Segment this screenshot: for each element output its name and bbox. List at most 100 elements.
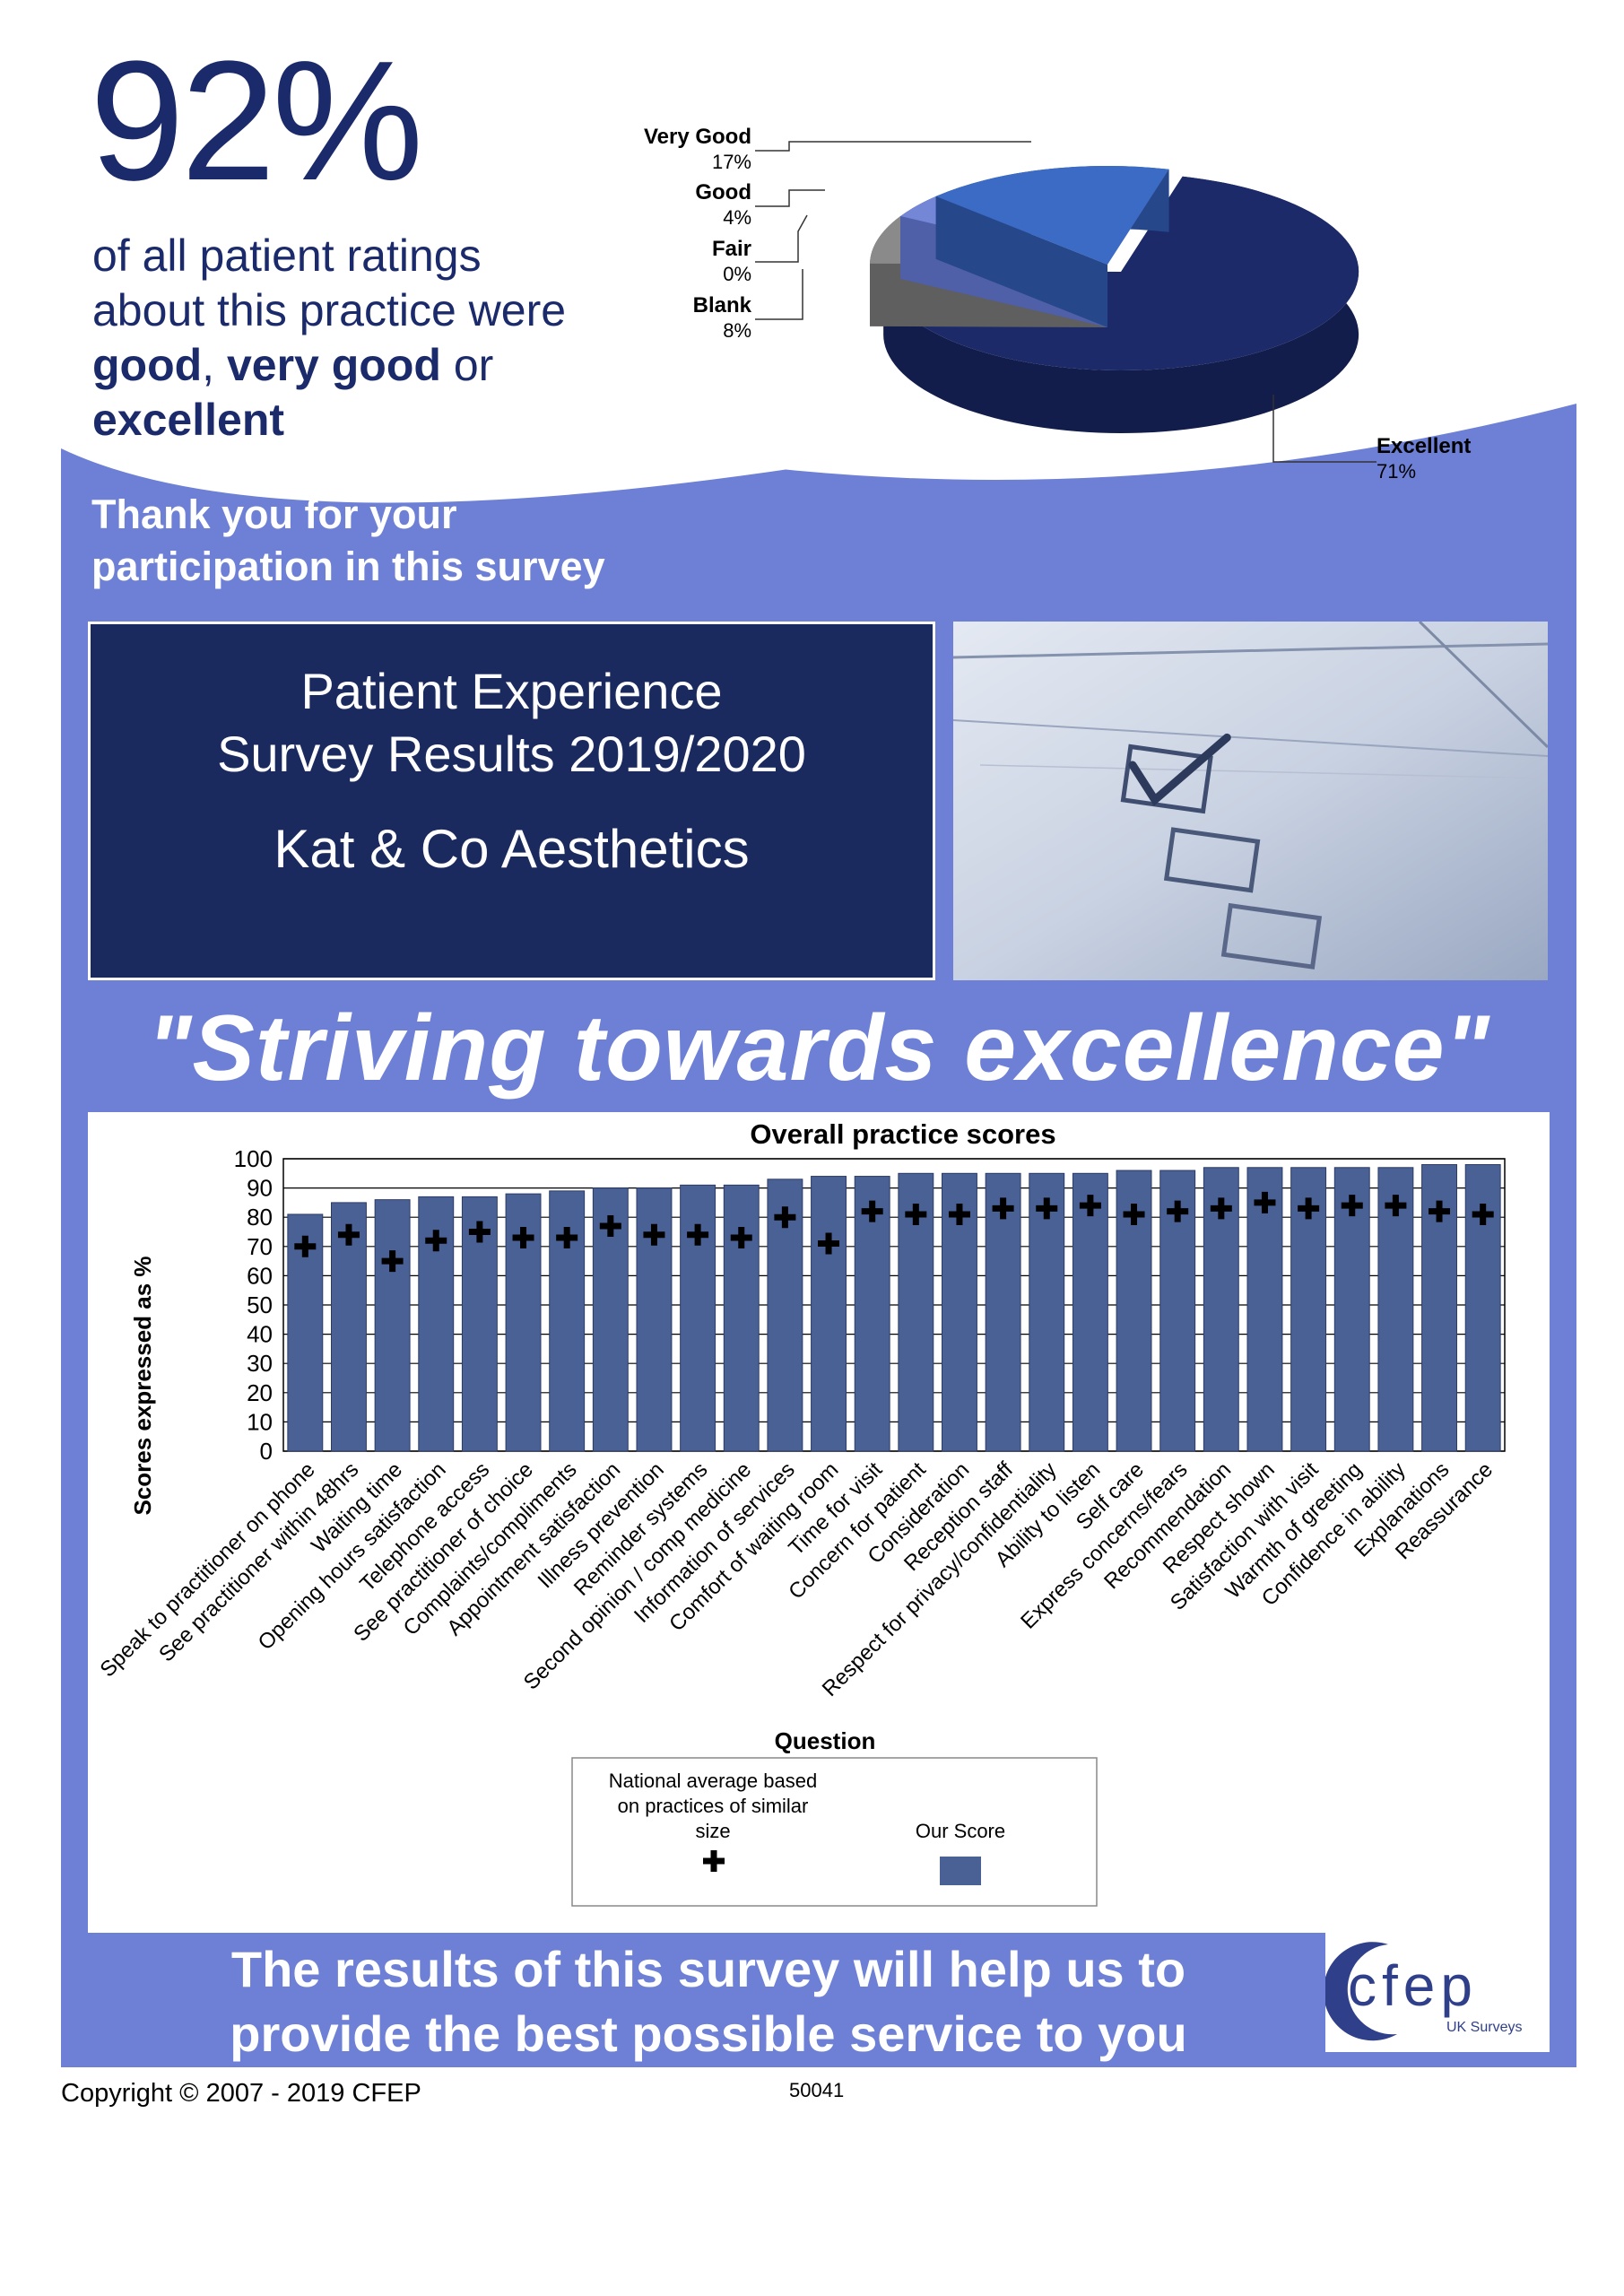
national-average-marker — [599, 1214, 621, 1237]
x-axis-label: Question — [775, 1727, 876, 1754]
national-average-marker — [1079, 1195, 1101, 1217]
y-tick-label: 0 — [260, 1438, 273, 1465]
y-tick-label: 40 — [247, 1321, 273, 1348]
y-tick-label: 70 — [247, 1233, 273, 1260]
pie-slice-very-good — [935, 165, 1169, 265]
national-average-marker — [643, 1223, 665, 1246]
national-average-marker — [381, 1250, 404, 1273]
national-average-marker — [425, 1230, 447, 1252]
pie-pct-label: 8% — [723, 319, 751, 342]
national-average-marker — [512, 1227, 534, 1249]
thanks-message: Thank you for your participation in this… — [91, 489, 809, 593]
pie-pct-label: 71% — [1376, 460, 1416, 483]
bar-our-score — [811, 1176, 847, 1452]
legend-box — [571, 1757, 1098, 1907]
national-average-marker — [1036, 1197, 1058, 1220]
pie-leader-line — [755, 189, 825, 207]
bar-our-score — [985, 1172, 1021, 1452]
headline-comma: , — [202, 340, 227, 390]
slogan: "Striving towards excellence" — [147, 996, 1490, 1100]
national-average-marker — [1298, 1197, 1320, 1220]
legend-national-label: National average based — [609, 1770, 817, 1792]
pie-label: Blank — [693, 293, 752, 317]
pie-slice-wall — [935, 196, 1107, 327]
pie-label: Very Good — [644, 125, 751, 149]
practice-name: Kat & Co Aesthetics — [274, 819, 750, 879]
pie-leader-line — [1272, 395, 1376, 463]
headline-percent: 92% — [90, 26, 423, 216]
y-tick-label: 60 — [247, 1262, 273, 1289]
chart-title: Overall practice scores — [750, 1118, 1055, 1150]
legend-cross-icon — [703, 1850, 725, 1872]
national-average-marker — [1254, 1191, 1276, 1213]
y-tick-label: 100 — [234, 1145, 273, 1172]
national-average-marker — [337, 1223, 360, 1246]
footer-message: The results of this survey will help us … — [81, 1937, 1336, 2066]
national-average-marker — [1210, 1197, 1232, 1220]
national-average-marker — [687, 1223, 709, 1246]
bar-our-score — [1246, 1167, 1283, 1452]
national-average-marker — [730, 1227, 752, 1249]
bar-our-score — [1072, 1172, 1108, 1452]
national-average-marker — [861, 1200, 883, 1222]
pie-leader-line — [755, 141, 1031, 152]
cfep-logo: cfep UK Surveys — [1323, 1926, 1550, 2052]
bar-our-score — [1421, 1164, 1457, 1452]
chart-legend: National average based on practices of si… — [571, 1757, 1098, 1907]
y-tick-label: 30 — [247, 1350, 273, 1377]
logo-subtext: UK Surveys — [1446, 2020, 1522, 2035]
pie-pct-label: 4% — [723, 206, 751, 229]
y-tick-label: 10 — [247, 1408, 273, 1435]
headline-or: or — [440, 340, 494, 390]
national-average-marker — [818, 1232, 840, 1255]
national-average-marker — [1429, 1200, 1451, 1222]
title-line2: Survey Results 2019/2020 — [217, 726, 806, 782]
pie-leader-line — [755, 269, 803, 320]
bar-chart-panel: Overall practice scores 0 10 20 30 40 50 60 70 80… — [88, 1112, 1550, 1933]
title-line1: Patient Experience — [300, 663, 723, 719]
pie-leader-line — [755, 214, 808, 263]
headline-excellent: excellent — [92, 395, 285, 445]
pie-pct-label: 0% — [723, 263, 751, 285]
logo-text: cfep — [1348, 1953, 1478, 2018]
footer-line2: provide the best possible service to you — [230, 2005, 1187, 2062]
pie-label: Fair — [712, 237, 751, 261]
y-tick-label: 20 — [247, 1379, 273, 1406]
bar-our-score — [1029, 1172, 1065, 1452]
headline-line1: of all patient ratings — [92, 230, 482, 281]
national-average-marker — [556, 1227, 578, 1249]
pie-pct-label: 17% — [712, 151, 751, 173]
bar-our-score — [723, 1184, 760, 1452]
headline-good: good — [92, 340, 203, 390]
national-average-marker — [1167, 1200, 1189, 1222]
national-average-marker — [294, 1235, 317, 1257]
national-average-marker — [1472, 1203, 1494, 1225]
national-average-marker — [992, 1197, 1014, 1220]
title-box: Patient Experience Survey Results 2019/2… — [88, 622, 935, 980]
y-axis-label: Scores expressed as % — [129, 1256, 156, 1515]
legend-bar-swatch — [940, 1857, 981, 1885]
footer-line1: The results of this survey will help us … — [230, 1941, 1186, 1997]
headline-line2: about this practice were — [92, 285, 567, 335]
bar-our-score — [942, 1172, 977, 1452]
y-tick-label: 50 — [247, 1292, 273, 1318]
national-average-marker — [1341, 1195, 1363, 1217]
headline-text: of all patient ratings about this practi… — [92, 229, 630, 448]
national-average-marker — [948, 1203, 970, 1225]
y-tick-label: 90 — [247, 1175, 273, 1202]
legend-national-label: on practices of similar — [618, 1795, 809, 1817]
legend-national-label: size — [695, 1820, 730, 1842]
pie-label: Excellent — [1376, 434, 1471, 458]
document-code: 50041 — [789, 2079, 845, 2101]
national-average-marker — [1123, 1203, 1145, 1225]
national-average-marker — [905, 1203, 927, 1225]
thanks-line1: Thank you for your — [91, 491, 457, 537]
bar-our-score — [374, 1199, 411, 1452]
national-average-marker — [1385, 1195, 1407, 1217]
y-tick-label: 80 — [247, 1204, 273, 1231]
legend-our-score-label: Our Score — [916, 1820, 1005, 1842]
copyright: Copyright © 2007 - 2019 CFEP — [61, 2079, 421, 2108]
